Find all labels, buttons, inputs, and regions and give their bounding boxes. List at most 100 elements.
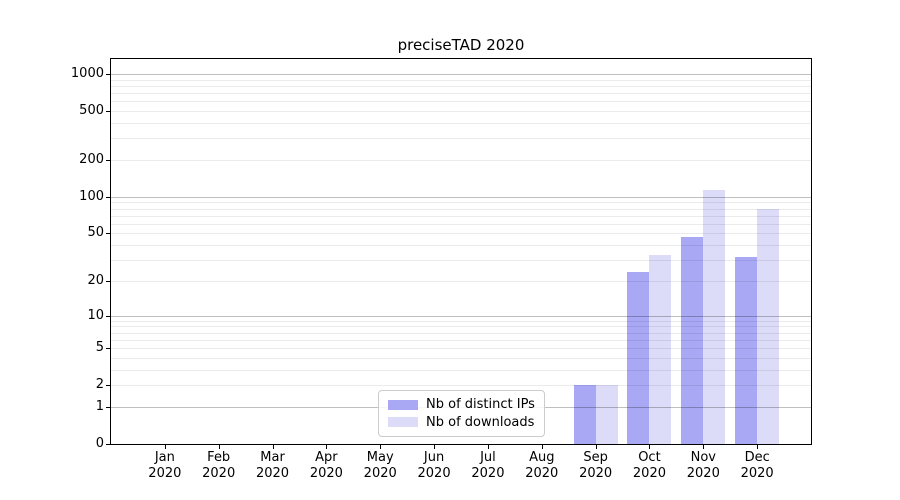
legend-label-nb-of-distinct-ips: Nb of distinct IPs [426,397,535,413]
x-axis-label-line: May [366,450,394,465]
x-axis-label-line: 2020 [417,466,451,481]
legend-swatch-nb-of-distinct-ips [388,399,418,410]
x-axis-tick-sep-2020 [595,445,597,449]
bar-nb-of-distinct-ips-sep-2020 [573,385,596,444]
x-axis-label-may-2020: May 2020 [350,450,410,482]
y-axis-tick-0 [106,444,110,445]
bar-nb-of-downloads-oct-2020 [649,255,672,444]
y-axis-label-500: 500 [79,103,104,119]
gridline-minor-50 [111,233,811,235]
legend-entry-nb-of-distinct-ips: Nb of distinct IPs [388,397,535,412]
x-axis-label-jun-2020: Jun 2020 [404,450,464,482]
gridline-minor-9 [111,320,811,322]
y-axis-label-5: 5 [95,340,104,356]
y-axis-label-200: 200 [79,151,104,167]
x-axis-tick-nov-2020 [703,445,705,449]
x-axis-label-line: Nov [690,450,716,465]
gridline-major-1000 [111,74,811,75]
gridline-minor-6 [111,339,811,341]
bar-nb-of-distinct-ips-dec-2020 [735,256,758,444]
y-axis-tick-100 [106,196,110,198]
x-axis-label-jan-2020: Jan 2020 [135,450,195,482]
x-axis-label-line: 2020 [632,466,666,481]
x-axis-label-line: 2020 [525,466,559,481]
y-axis-label-10: 10 [87,307,104,323]
gridline-major-100 [111,196,811,198]
y-axis-tick-2 [106,385,110,387]
x-axis-tick-jun-2020 [434,445,436,449]
gridline-minor-5 [111,348,811,350]
gridline-minor-500 [111,111,811,113]
gridline-minor-600 [111,101,811,103]
y-axis-tick-1000 [106,74,110,75]
gridline-minor-4 [111,357,811,359]
y-axis-tick-1 [106,406,110,408]
x-axis-label-feb-2020: Feb 2020 [189,450,249,482]
gridline-minor-400 [111,122,811,124]
x-axis-label-line: Sep [583,450,608,465]
x-axis-label-line: Jul [480,450,496,465]
legend-swatch-nb-of-downloads [388,417,418,428]
y-axis-label-0: 0 [95,436,104,451]
legend-entry-nb-of-downloads: Nb of downloads [388,415,535,430]
gridline-minor-800 [111,85,811,87]
x-axis-label-aug-2020: Aug 2020 [512,450,572,482]
y-axis-tick-5 [106,348,110,350]
x-axis-tick-feb-2020 [218,445,220,449]
x-axis-label-jul-2020: Jul 2020 [458,450,518,482]
gridline-major-10 [111,315,811,317]
gridline-minor-20 [111,280,811,282]
x-axis-label-line: 2020 [740,466,774,481]
gridline-minor-60 [111,223,811,225]
x-axis-tick-dec-2020 [757,445,759,449]
y-axis-tick-500 [106,111,110,113]
x-axis-label-oct-2020: Oct 2020 [619,450,679,482]
gridline-minor-80 [111,208,811,210]
x-axis-label-line: 2020 [202,466,236,481]
gridline-minor-30 [111,260,811,262]
x-axis-label-line: Mar [260,450,285,465]
x-axis-tick-aug-2020 [541,445,543,449]
gridline-minor-70 [111,215,811,217]
gridline-minor-300 [111,138,811,140]
chart-title: preciseTAD 2020 [397,36,525,54]
x-axis-label-line: 2020 [255,466,290,481]
x-axis-tick-apr-2020 [326,445,328,449]
x-axis-label-line: Dec [744,450,770,465]
gridline-minor-900 [111,79,811,81]
x-axis-tick-may-2020 [380,445,382,449]
x-axis-tick-oct-2020 [649,445,651,449]
x-axis-label-line: 2020 [471,466,505,481]
bar-nb-of-downloads-dec-2020 [757,208,780,444]
x-axis-label-line: 2020 [309,466,343,481]
x-axis-label-mar-2020: Mar 2020 [243,450,303,482]
bar-nb-of-distinct-ips-nov-2020 [681,236,704,444]
bar-nb-of-downloads-sep-2020 [595,385,618,444]
y-axis-label-1000: 1000 [70,66,104,81]
gridline-minor-8 [111,326,811,328]
x-axis-label-line: 2020 [148,466,182,481]
y-axis-label-1: 1 [95,398,104,414]
x-axis-label-dec-2020: Dec 2020 [727,450,787,482]
x-axis-tick-jul-2020 [487,445,489,449]
gridline-minor-200 [111,159,811,161]
y-axis-label-2: 2 [95,377,104,393]
x-axis-label-line: Oct [638,450,661,465]
y-axis-tick-20 [106,280,110,282]
y-axis-tick-200 [106,159,110,161]
gridline-minor-2 [111,385,811,387]
gridline-minor-90 [111,202,811,204]
y-axis-label-50: 50 [87,225,104,241]
gridline-minor-40 [111,245,811,247]
bar-nb-of-downloads-nov-2020 [703,190,726,444]
x-axis-label-nov-2020: Nov 2020 [673,450,733,482]
bar-nb-of-distinct-ips-oct-2020 [627,271,650,444]
x-axis-label-line: Feb [207,450,231,465]
x-axis-label-line: 2020 [363,466,397,481]
x-axis-tick-mar-2020 [272,445,274,449]
x-axis-label-apr-2020: Apr 2020 [296,450,356,482]
x-axis-label-line: 2020 [686,466,720,481]
y-axis-tick-10 [106,315,110,317]
x-axis-label-line: Jan [154,450,175,465]
